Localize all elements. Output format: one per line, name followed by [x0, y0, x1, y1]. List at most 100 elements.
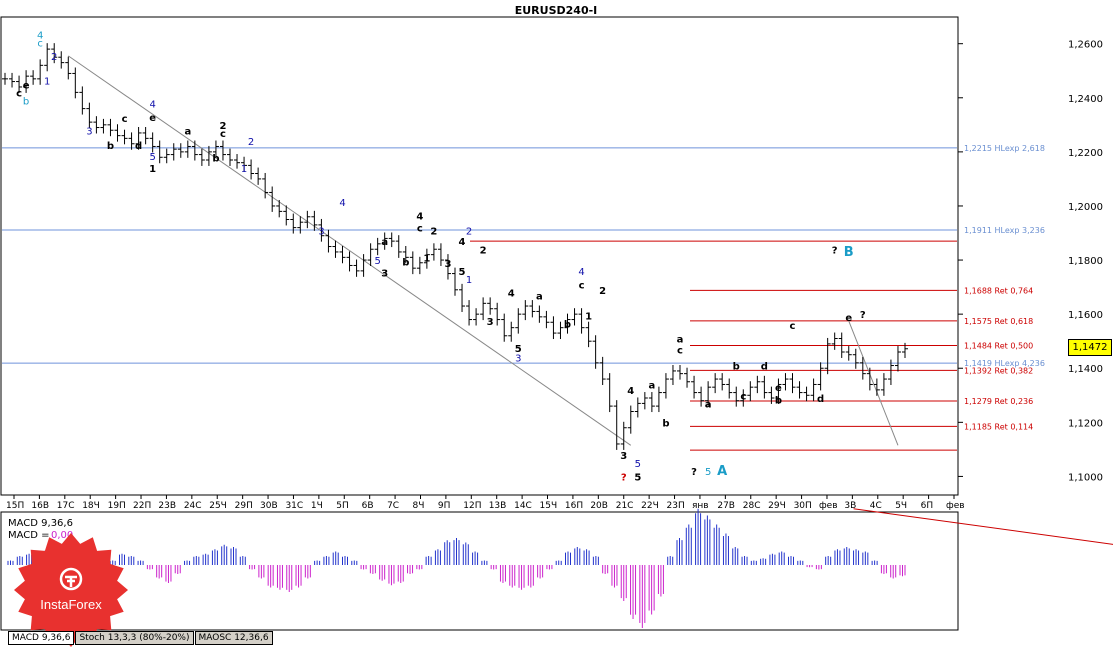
wave-label: e: [23, 80, 30, 91]
x-tick-label: 5Ч: [895, 501, 907, 511]
level-label: 1,1688 Ret 0,764: [964, 286, 1033, 295]
x-tick-label: 18Ч: [82, 501, 100, 511]
level-label: 1,1419 HLexp 4,236: [964, 359, 1045, 368]
y-tick-label: 1,1400: [1068, 364, 1103, 375]
wave-label: 3: [86, 126, 92, 137]
wave-label: c: [417, 224, 423, 235]
chart-title: EURUSD240-I: [515, 4, 598, 17]
trend-line: [848, 320, 899, 446]
wave-label: e: [845, 313, 852, 324]
wave-label: c: [220, 129, 226, 140]
wave-label: 3: [487, 317, 494, 328]
x-tick-label: 31С: [285, 501, 303, 511]
x-tick-label: 4С: [870, 501, 882, 511]
x-tick-label: 12П: [463, 501, 481, 511]
wave-label: 2: [599, 286, 606, 297]
x-tick-label: 21С: [616, 501, 634, 511]
wave-label: 2: [430, 226, 437, 237]
wave-label: c: [37, 38, 43, 49]
wave-label: c: [122, 114, 128, 125]
y-tick-label: 1,2200: [1068, 148, 1103, 159]
y-tick-label: 1,2000: [1068, 202, 1103, 213]
x-tick-label: 15Ч: [540, 501, 558, 511]
wave-label: b: [212, 153, 219, 164]
wave-label: ?: [621, 472, 627, 483]
wave-label: d: [817, 394, 824, 405]
y-tick-label: 1,1200: [1068, 418, 1103, 429]
x-tick-label: 23П: [667, 501, 685, 511]
wave-label: 2: [466, 226, 472, 237]
x-tick-label: 27В: [717, 501, 735, 511]
wave-label: 1: [423, 253, 430, 264]
wave-label: b: [733, 362, 740, 373]
x-tick-label: 29Ч: [768, 501, 786, 511]
current-price-tag: 1,1472: [1068, 339, 1112, 356]
tab-maosc[interactable]: MAOSC 12,36,6: [194, 631, 273, 645]
wave-label: b: [564, 320, 571, 331]
wave-label: 3: [318, 226, 324, 237]
x-tick-label: 29П: [235, 501, 253, 511]
y-tick-label: 1,1600: [1068, 310, 1103, 321]
x-tick-label: 24С: [184, 501, 202, 511]
wave-label: a: [649, 381, 656, 392]
tab-stoch[interactable]: Stoch 13,3,3 (80%-20%): [75, 631, 194, 645]
y-tick-label: 1,1800: [1068, 256, 1103, 267]
logo-badge-icon: [14, 533, 128, 647]
wave-label: 2: [219, 121, 226, 132]
wave-label: d: [135, 141, 142, 152]
wave-label: 1: [44, 76, 50, 87]
wave-label: c: [790, 321, 796, 332]
trend-line: [67, 55, 632, 446]
wave-label: 4: [627, 386, 634, 397]
x-tick-label: фев: [819, 501, 838, 511]
wave-label: A: [717, 464, 727, 479]
wave-label: 4: [508, 289, 515, 300]
x-tick-label: 28С: [743, 501, 761, 511]
indicator-value-label: MACD =: [8, 530, 50, 541]
wave-label: a: [677, 335, 684, 346]
x-tick-label: 14С: [514, 501, 532, 511]
wave-label: a: [184, 126, 191, 137]
wave-label: ?: [860, 310, 866, 321]
x-tick-label: фев: [946, 501, 965, 511]
wave-label: c: [677, 345, 683, 356]
level-label: 1,1279 Ret 0,236: [964, 397, 1033, 406]
wave-label: 5: [705, 467, 711, 478]
wave-label: B: [844, 245, 854, 260]
x-tick-label: 22П: [133, 501, 151, 511]
x-tick-label: 8Ч: [412, 501, 424, 511]
wave-label: 1: [241, 164, 247, 175]
macd-divergence-line: [853, 508, 1113, 545]
wave-label: 1: [585, 312, 592, 323]
x-tick-label: 17С: [57, 501, 75, 511]
x-tick-label: 3В: [844, 501, 856, 511]
wave-label: 4: [149, 99, 155, 110]
instaforex-logo: InstaForex: [11, 533, 131, 648]
x-tick-label: 16В: [31, 501, 49, 511]
x-tick-label: 1Ч: [311, 501, 323, 511]
wave-label: e: [775, 383, 782, 394]
indicator-panel-frame: [0, 511, 959, 631]
x-tick-label: 15П: [6, 501, 24, 511]
x-tick-label: 6В: [362, 501, 374, 511]
x-tick-label: 25Ч: [209, 501, 227, 511]
wave-label: b: [662, 418, 669, 429]
tab-macd[interactable]: MACD 9,36,6: [8, 631, 75, 645]
x-tick-label: 9П: [438, 501, 451, 511]
wave-label: 5: [515, 344, 522, 355]
x-tick-label: янв: [692, 501, 709, 511]
y-tick-label: 1,2400: [1068, 94, 1103, 105]
wave-label: 5: [635, 459, 641, 470]
x-tick-label: 30В: [260, 501, 278, 511]
x-tick-label: 13В: [489, 501, 507, 511]
wave-label: 5: [149, 152, 155, 163]
level-label: 1,1484 Ret 0,500: [964, 342, 1033, 351]
x-tick-label: 6П: [921, 501, 934, 511]
wave-label: d: [761, 362, 768, 373]
main-panel-frame: [0, 16, 959, 496]
wave-label: 3: [515, 353, 521, 364]
wave-label: 3: [381, 268, 388, 279]
x-tick-label: 30П: [794, 501, 812, 511]
indicator-label: MACD 9,36,6: [8, 518, 73, 529]
